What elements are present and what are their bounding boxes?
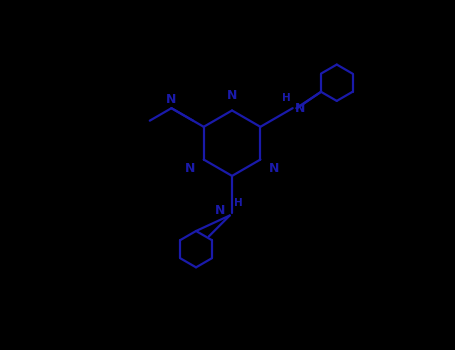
Text: N: N <box>185 162 196 175</box>
Text: H: H <box>234 198 243 208</box>
Text: N: N <box>295 102 305 115</box>
Text: H: H <box>282 93 290 103</box>
Text: N: N <box>166 93 177 106</box>
Text: N: N <box>268 162 279 175</box>
Text: N: N <box>227 89 237 102</box>
Text: N: N <box>215 204 226 217</box>
